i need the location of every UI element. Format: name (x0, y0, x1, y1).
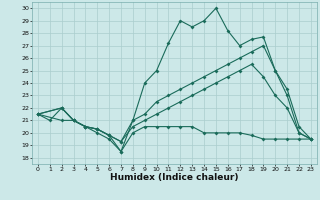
X-axis label: Humidex (Indice chaleur): Humidex (Indice chaleur) (110, 173, 239, 182)
